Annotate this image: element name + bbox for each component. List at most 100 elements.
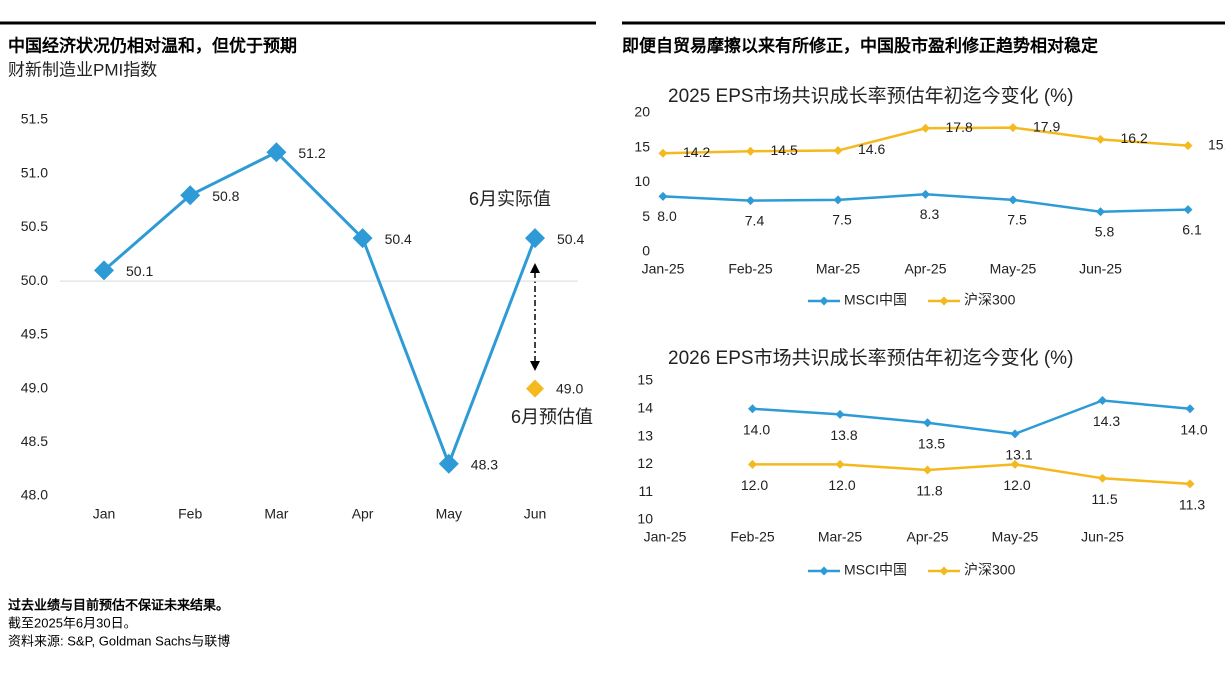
data-label: 14.3 bbox=[1093, 413, 1120, 429]
footnote: 过去业绩与目前预估不保证未来结果。 bbox=[8, 597, 229, 612]
x-tick-label: Jan bbox=[93, 506, 116, 522]
footnote: 截至2025年6月30日。 bbox=[8, 615, 137, 630]
y-tick-label: 12 bbox=[637, 455, 653, 471]
data-label: 8.3 bbox=[920, 206, 940, 222]
y-tick-label: 0 bbox=[642, 243, 650, 259]
left-heading: 中国经济状况仍相对温和，但优于预期 bbox=[8, 35, 297, 55]
data-label: 13.5 bbox=[918, 435, 945, 451]
series-line bbox=[752, 463, 1191, 486]
data-label: 11.3 bbox=[1179, 497, 1205, 513]
y-tick-label: 49.5 bbox=[21, 326, 48, 342]
right-heading: 即便自贸易摩擦以来有所修正，中国股市盈利修正趋势相对稳定 bbox=[622, 35, 1098, 55]
y-tick-label: 51.0 bbox=[21, 164, 48, 180]
chart-title: 2026 EPS市场共识成长率预估年初迄今变化 (%) bbox=[668, 347, 1073, 369]
y-tick-label: 15 bbox=[634, 138, 650, 154]
marker bbox=[833, 195, 843, 205]
data-label: 14.2 bbox=[683, 144, 710, 160]
y-tick-label: 5 bbox=[642, 208, 650, 224]
legend-marker bbox=[939, 566, 949, 576]
estimate-arrow bbox=[530, 263, 540, 371]
marker bbox=[923, 465, 932, 475]
data-label: 14.0 bbox=[1180, 422, 1207, 438]
marker bbox=[1010, 459, 1020, 469]
marker bbox=[352, 228, 373, 249]
marker bbox=[835, 459, 845, 469]
marker bbox=[1185, 404, 1195, 414]
x-tick-label: Feb-25 bbox=[728, 261, 773, 277]
y-tick-label: 48.5 bbox=[21, 433, 48, 449]
y-tick-label: 10 bbox=[637, 511, 653, 527]
data-label: 13.8 bbox=[830, 427, 857, 443]
data-label: 13.1 bbox=[1005, 447, 1032, 463]
y-tick-label: 13 bbox=[637, 427, 653, 443]
data-label: 14.0 bbox=[743, 422, 770, 438]
footnote: 资料来源: S&P, Goldman Sachs与联博 bbox=[8, 633, 230, 648]
x-tick-label: Apr bbox=[352, 506, 374, 522]
x-tick-label: May-25 bbox=[990, 261, 1037, 277]
y-tick-label: 50.5 bbox=[21, 218, 48, 234]
y-tick-label: 14 bbox=[637, 400, 653, 416]
marker bbox=[1096, 134, 1105, 144]
legend-label: MSCI中国 bbox=[844, 292, 907, 308]
marker bbox=[923, 418, 932, 428]
series-line bbox=[103, 150, 537, 468]
x-tick-label: May-25 bbox=[992, 529, 1039, 545]
y-tick-label: 48.0 bbox=[21, 487, 48, 503]
marker bbox=[658, 191, 668, 201]
x-tick-label: Jan-25 bbox=[644, 529, 687, 545]
y-tick-label: 51.5 bbox=[21, 111, 48, 127]
data-label: 11.5 bbox=[1091, 491, 1117, 507]
marker bbox=[1183, 141, 1193, 151]
data-label: 17.9 bbox=[1033, 118, 1060, 134]
y-tick-label: 50.0 bbox=[21, 272, 48, 288]
marker bbox=[1098, 395, 1107, 405]
x-tick-label: Apr-25 bbox=[906, 529, 948, 545]
data-label: 7.5 bbox=[832, 212, 852, 228]
data-label: 48.3 bbox=[471, 456, 498, 472]
x-tick-label: Apr-25 bbox=[904, 261, 946, 277]
x-tick-label: Mar bbox=[264, 506, 288, 522]
marker bbox=[748, 459, 757, 469]
marker bbox=[748, 404, 757, 414]
data-label: 8.0 bbox=[657, 208, 677, 224]
data-label: 7.4 bbox=[745, 212, 765, 228]
marker bbox=[1008, 123, 1018, 133]
x-tick-label: May bbox=[436, 506, 462, 522]
y-tick-label: 15 bbox=[637, 372, 653, 388]
legend-marker bbox=[939, 296, 949, 306]
x-tick-label: Jan-25 bbox=[642, 261, 685, 277]
data-label: 50.8 bbox=[212, 188, 239, 204]
annotation: 6月实际值 bbox=[469, 189, 551, 209]
data-label: 51.2 bbox=[298, 145, 325, 161]
data-label: 6.1 bbox=[1182, 221, 1202, 237]
x-tick-label: Jun bbox=[524, 506, 547, 522]
y-tick-label: 10 bbox=[634, 173, 650, 189]
estimate-marker bbox=[526, 379, 544, 398]
data-label: 5.8 bbox=[1095, 223, 1115, 239]
legend-marker bbox=[819, 296, 829, 306]
marker bbox=[1010, 429, 1020, 439]
marker bbox=[438, 453, 459, 474]
legend-label: MSCI中国 bbox=[844, 562, 907, 578]
marker bbox=[1096, 207, 1105, 217]
chart-subtitle: 财新制造业PMI指数 bbox=[8, 60, 157, 79]
marker bbox=[921, 123, 930, 133]
data-label: 50.4 bbox=[557, 231, 584, 247]
y-tick-label: 11 bbox=[638, 483, 653, 499]
x-tick-label: Jun-25 bbox=[1081, 529, 1124, 545]
marker bbox=[1183, 205, 1193, 215]
data-label: 12.0 bbox=[828, 477, 855, 493]
x-tick-label: Jun-25 bbox=[1079, 261, 1122, 277]
marker bbox=[1098, 473, 1107, 483]
legend-label: 沪深300 bbox=[964, 562, 1016, 578]
y-tick-label: 20 bbox=[634, 104, 650, 120]
marker bbox=[180, 185, 201, 206]
data-label: 11.8 bbox=[916, 483, 942, 499]
data-label: 7.5 bbox=[1007, 212, 1027, 228]
data-label: 12.0 bbox=[741, 477, 768, 493]
legend-marker bbox=[819, 566, 829, 576]
marker bbox=[746, 146, 755, 156]
data-label: 49.0 bbox=[556, 380, 583, 396]
marker bbox=[1008, 195, 1018, 205]
